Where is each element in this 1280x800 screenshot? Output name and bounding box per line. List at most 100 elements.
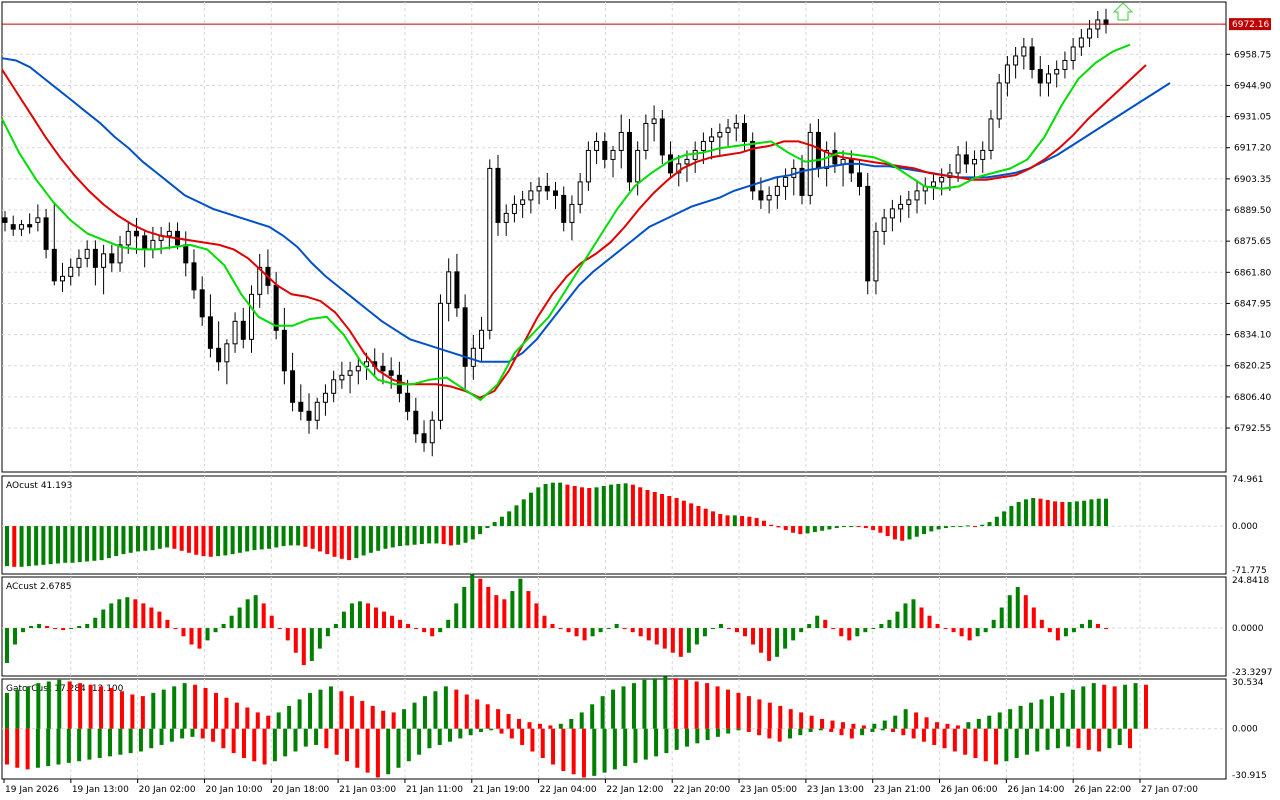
histogram-bar [572,485,577,527]
histogram-bar [943,628,948,630]
histogram-bar [520,728,525,745]
histogram-bar [678,628,683,657]
histogram-bar [903,709,908,729]
candle-body [503,212,509,223]
histogram-bar [805,526,810,534]
histogram-bar [101,609,106,629]
histogram-bar [959,628,964,637]
candle-body [117,244,123,264]
histogram-bar [767,702,772,729]
candle-body [544,185,550,192]
histogram-bar [891,728,896,732]
time-tick-label: 21 Jan 19:00 [473,785,530,795]
histogram-bar [396,728,401,768]
histogram-bar [681,500,686,527]
histogram-bar [973,728,978,758]
histogram-bar [314,728,319,745]
histogram-bar [492,522,497,527]
histogram-bar [740,516,745,527]
histogram-bar [422,696,427,729]
histogram-bar [1004,728,1009,762]
candle-body [1021,46,1027,57]
histogram-bar [521,499,526,527]
histogram-bar [458,728,463,739]
oscillator-tick-label: 0.000 [1232,522,1258,532]
time-tick-label: 22 Jan 12:00 [606,785,663,795]
histogram-bar [710,511,715,527]
histogram-bar [296,526,301,546]
histogram-bar [234,702,239,729]
candle-body [1004,64,1010,84]
histogram-bar [892,526,897,540]
histogram-bar [767,628,772,661]
candle-body [35,217,41,223]
histogram-bar [361,526,366,556]
histogram-bar [718,623,723,629]
histogram-bar [200,728,205,739]
histogram-bar [590,704,595,729]
pane-frame [1,1,1227,473]
histogram-bar [581,728,586,778]
histogram-bar [34,526,39,566]
histogram-bar [660,494,665,527]
histogram-bar [808,728,813,732]
histogram-bar [914,712,919,729]
histogram-bar [882,720,887,729]
histogram-bar [972,526,977,528]
histogram-bar [114,526,119,557]
histogram-bar [566,628,571,633]
candle-body [1013,55,1019,66]
histogram-bar [88,684,93,729]
histogram-bar [1031,607,1036,629]
histogram-bar [952,728,957,752]
histogram-bar [550,482,555,527]
candle-body [725,127,731,133]
histogram-bar [871,526,876,531]
histogram-bar [157,611,162,629]
oscillator-panes[interactable]: AOcust 41.193 ACcust 2.6785 GatorCust 17.2… [5,481,1148,778]
candle-body [692,149,698,160]
histogram-bar [383,526,388,549]
histogram-bar [1014,728,1019,758]
candle-body [18,224,24,230]
histogram-bar [715,728,720,737]
candle-body [717,131,723,138]
histogram-bar [929,526,934,532]
histogram-bar [318,689,323,729]
histogram-bar [151,692,156,729]
candle-body [988,118,994,151]
histogram-bar [736,728,741,731]
histogram-bar [616,483,621,527]
histogram-bar [630,628,635,633]
candle-body [1045,73,1051,84]
histogram-bar [543,483,548,527]
histogram-bar [402,709,407,729]
histogram-bar [901,728,906,736]
histogram-bar [269,615,274,629]
price-tick-label: 6792.55 [1234,424,1271,434]
price-pane[interactable] [1,2,1226,457]
histogram-bar [406,728,411,762]
price-tick-label: 6806.40 [1234,393,1271,403]
candle-body [1087,28,1093,39]
histogram-bar [433,691,438,729]
buy-arrow-icon [1112,2,1134,21]
histogram-bar [684,728,689,747]
histogram-bar [827,526,832,530]
histogram-bar [761,520,766,527]
histogram-bar [496,709,501,729]
histogram-bar [448,526,453,546]
histogram-bar [911,728,916,739]
histogram-bar [791,526,796,533]
candle-body [848,158,854,174]
histogram-bar [441,526,446,545]
histogram-bar [507,511,512,527]
candle-body [462,307,468,367]
histogram-bar [830,720,835,729]
histogram-bar [945,723,950,729]
histogram-bar [26,526,31,567]
histogram-bar [37,623,42,629]
histogram-bar [347,526,352,561]
candle-body [758,190,764,201]
